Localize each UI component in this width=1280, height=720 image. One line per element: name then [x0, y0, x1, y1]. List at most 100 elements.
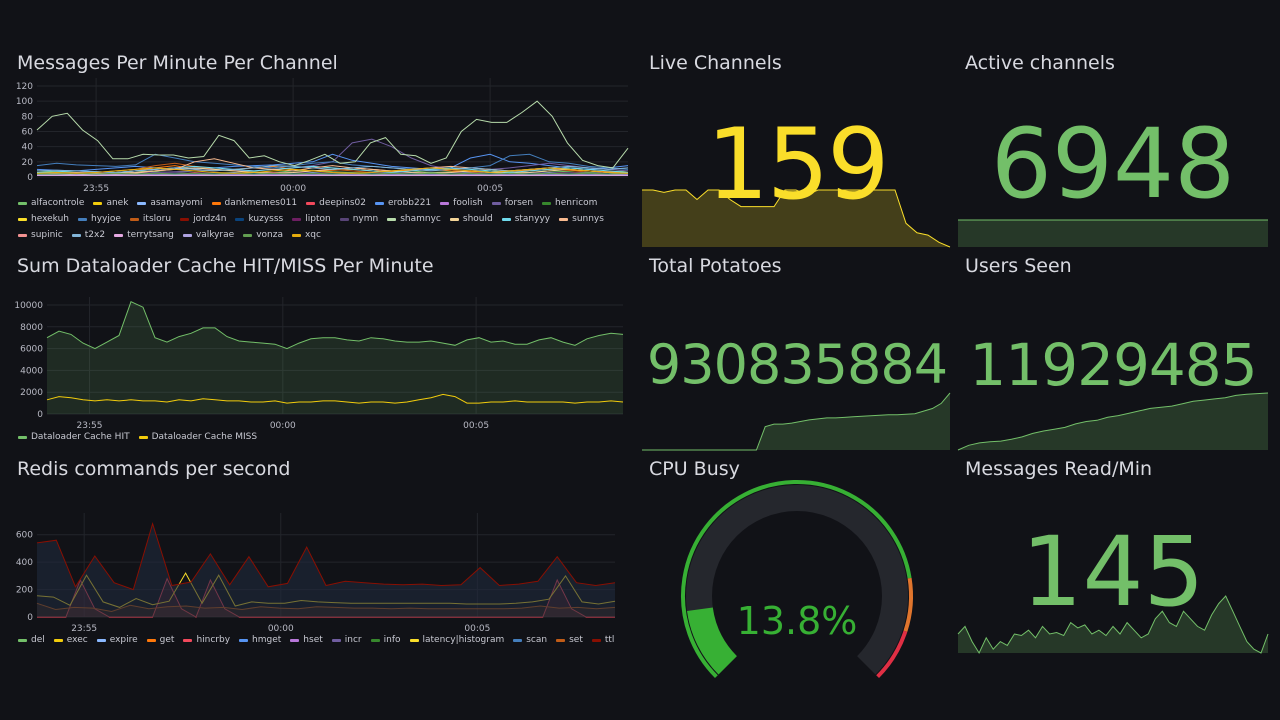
legend-label: hmget	[252, 635, 282, 645]
y-tick-label: 6000	[20, 345, 43, 355]
panel-title: Active channels	[965, 52, 1115, 74]
legend-item[interactable]: set	[556, 635, 583, 645]
legend-swatch	[129, 217, 139, 221]
legend-item[interactable]: scan	[513, 635, 547, 645]
series-line-erobb221	[36, 153, 629, 172]
legend-item[interactable]: dankmemes011	[211, 198, 297, 208]
legend-swatch	[440, 201, 450, 205]
legend-item[interactable]: nymn	[339, 214, 379, 224]
legend-item[interactable]: deepins02	[306, 198, 366, 208]
y-tick-label: 200	[16, 586, 33, 596]
legend-item[interactable]: hyyjoe	[78, 214, 121, 224]
x-tick-label: 23:55	[71, 624, 97, 634]
redis-chart[interactable]: 0 200 400 600 23:55 00:00 00:05	[10, 456, 635, 636]
legend-item[interactable]: anek	[93, 198, 128, 208]
legend-label: nymn	[352, 214, 379, 224]
legend-item[interactable]: jordz4n	[180, 214, 226, 224]
sparkline	[642, 189, 951, 248]
legend-item[interactable]: erobb221	[375, 198, 431, 208]
legend-swatch	[331, 638, 341, 642]
legend-item[interactable]: itsloru	[129, 214, 171, 224]
legend-label: alfacontrole	[31, 198, 85, 208]
legend-label: Dataloader Cache MISS	[151, 432, 258, 442]
legend-label: scan	[526, 635, 548, 645]
legend-item[interactable]: lipton	[292, 214, 331, 224]
messages-panel: Messages Per Minute Per Channel 0 20 40 60 8…	[10, 50, 635, 245]
legend-item[interactable]: t2x2	[71, 230, 105, 240]
legend-label: henricom	[555, 198, 598, 208]
legend-item[interactable]: supinic	[18, 230, 63, 240]
legend-item[interactable]: expire	[96, 635, 138, 645]
legend-item[interactable]: latency|histogram	[409, 635, 504, 645]
x-tick-label: 00:05	[464, 624, 490, 634]
legend-label: exec	[66, 635, 88, 645]
legend-label: jordz4n	[193, 214, 227, 224]
legend-item[interactable]: should	[449, 214, 493, 224]
legend-swatch	[387, 217, 397, 221]
legend-item[interactable]: exec	[53, 635, 88, 645]
legend-item[interactable]: terrytsang	[114, 230, 174, 240]
gauge-threshold-orange	[903, 577, 913, 632]
legend-swatch	[291, 233, 301, 237]
messages-chart[interactable]: 0 20 40 60 80 100 120 23:55 00:00 00:05	[10, 50, 635, 194]
legend-item[interactable]: forsen	[491, 198, 533, 208]
panel-title: Messages Per Minute Per Channel	[17, 52, 338, 74]
legend-item[interactable]: get	[146, 635, 175, 645]
sparkline-line	[957, 392, 1269, 451]
legend-item[interactable]: del	[18, 635, 45, 645]
y-tick-label: 0	[37, 410, 43, 420]
legend-item[interactable]: Dataloader Cache HIT	[18, 432, 130, 442]
sparkline-line	[642, 189, 951, 248]
legend-item[interactable]: henricom	[542, 198, 597, 208]
y-tick-label: 10000	[14, 301, 43, 311]
y-tick-label: 600	[16, 531, 33, 541]
sparkline-area	[642, 190, 950, 247]
series-area	[47, 301, 623, 414]
legend-item[interactable]: valkyrae	[182, 230, 234, 240]
legend-swatch	[211, 201, 221, 205]
legend-item[interactable]: alfacontrole	[18, 198, 84, 208]
total-potatoes-panel: Total Potatoes 930835884	[642, 253, 952, 453]
legend-label: get	[159, 635, 175, 645]
legend-item[interactable]: vonza	[243, 230, 283, 240]
legend-item[interactable]: foolish	[440, 198, 483, 208]
x-tick-label: 00:05	[477, 184, 503, 194]
stat-value: 930835884	[646, 333, 948, 396]
legend-item[interactable]: incr	[331, 635, 362, 645]
legend-item[interactable]: hincrby	[183, 635, 230, 645]
sparkline-line	[642, 392, 951, 451]
legend-label: sunnys	[572, 214, 604, 224]
x-tick-label: 23:55	[83, 184, 109, 194]
legend-swatch	[78, 217, 88, 221]
dataloader-chart[interactable]: 0 2000 4000 6000 8000 10000 23:55 00:00 00:05	[10, 253, 635, 433]
stat-value: 159	[706, 108, 889, 222]
series-line-Dataloader-Cache-HIT	[46, 301, 624, 350]
users-seen-panel: Users Seen 11929485	[957, 253, 1269, 453]
legend-item[interactable]: xqc	[291, 230, 321, 240]
legend-label: anek	[106, 198, 129, 208]
legend-swatch	[93, 201, 103, 205]
legend-item[interactable]: stanyyy	[501, 214, 550, 224]
legend-item[interactable]: Dataloader Cache MISS	[138, 432, 258, 442]
legend-item[interactable]: hmget	[239, 635, 281, 645]
gauge-track	[686, 485, 908, 675]
y-tick-label: 20	[22, 158, 34, 168]
legend-item[interactable]: hexekuh	[18, 214, 69, 224]
legend-swatch	[71, 233, 81, 237]
legend-item[interactable]: hset	[290, 635, 323, 645]
legend-item[interactable]: sunnys	[559, 214, 604, 224]
legend-item[interactable]: asamayomi	[137, 198, 203, 208]
legend-swatch	[180, 217, 190, 221]
legend-swatch	[18, 638, 27, 642]
legend-label: shamnyc	[400, 214, 441, 224]
legend-item[interactable]: ttl	[591, 635, 614, 645]
cpu-busy-panel: CPU Busy 13.8%	[642, 456, 952, 679]
legend-item[interactable]: kuzysss	[235, 214, 283, 224]
stat-value: 145	[1021, 516, 1205, 628]
legend-swatch	[243, 233, 253, 237]
legend-item[interactable]: shamnyc	[387, 214, 441, 224]
legend-label: Dataloader Cache HIT	[31, 432, 130, 442]
sparkline-area	[958, 220, 1268, 247]
legend-item[interactable]: info	[370, 635, 401, 645]
legend-swatch	[239, 638, 249, 642]
